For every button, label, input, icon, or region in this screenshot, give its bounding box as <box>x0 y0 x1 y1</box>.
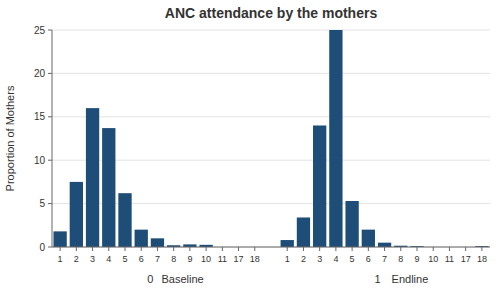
y-tick <box>48 73 52 74</box>
y-tick <box>48 30 52 31</box>
x-tick <box>417 247 418 251</box>
y-tick <box>48 116 52 117</box>
x-tick-label: 5 <box>122 254 127 264</box>
y-ticks: 0 5 10 15 20 25 <box>34 25 52 253</box>
x-tick-label: 11 <box>218 254 227 264</box>
bar <box>378 243 391 247</box>
x-tick-label: 3 <box>90 254 95 264</box>
x-tick-label: 1 <box>58 254 63 264</box>
x-tick-label: 9 <box>187 254 192 264</box>
bar <box>86 108 99 247</box>
x-axis-line <box>52 247 490 248</box>
x-tick <box>449 247 450 251</box>
y-tick <box>48 247 52 248</box>
chart-container: 0510152025123456789101117181234567891011… <box>0 0 500 297</box>
x-tick <box>433 247 434 251</box>
x-tick-label: 6 <box>139 254 144 264</box>
x-tick <box>352 247 353 251</box>
x-tick-label: 4 <box>106 254 111 264</box>
y-tick-label: 25 <box>34 25 46 36</box>
x-tick <box>254 247 255 251</box>
bar <box>102 128 115 247</box>
x-tick-label: 8 <box>398 254 403 264</box>
grid-line <box>52 247 490 248</box>
bar <box>297 217 310 247</box>
group-label: 0 <box>147 273 153 285</box>
x-tick-label: 10 <box>201 254 211 264</box>
bar <box>313 125 326 247</box>
x-tick-label: 10 <box>428 254 438 264</box>
x-tick-label: 18 <box>250 254 260 264</box>
x-tick <box>76 247 77 251</box>
x-tick <box>368 247 369 251</box>
x-tick-label: 5 <box>350 254 355 264</box>
x-tick-label: 17 <box>461 254 471 264</box>
grid-line <box>52 73 490 74</box>
bar <box>362 230 375 247</box>
x-tick-label: 1 <box>285 254 290 264</box>
x-tick-label: 8 <box>171 254 176 264</box>
x-tick <box>60 247 61 251</box>
bar <box>151 238 164 247</box>
x-tick <box>384 247 385 251</box>
x-tick-label: 2 <box>301 254 306 264</box>
bar <box>329 30 342 247</box>
bar <box>70 182 83 247</box>
x-tick <box>206 247 207 251</box>
group-sublabel: Baseline <box>161 273 203 285</box>
x-tick-label: 17 <box>234 254 244 264</box>
x-tick <box>157 247 158 251</box>
group-labels: 0 Baseline 1 Endline <box>147 273 428 285</box>
x-tick-label: 9 <box>414 254 419 264</box>
bar <box>53 231 66 247</box>
bar <box>345 201 358 247</box>
x-tick-label: 6 <box>366 254 371 264</box>
bars <box>53 30 488 247</box>
grid-line <box>52 116 490 117</box>
y-axis-label: Proportion of Mothers <box>4 85 16 191</box>
y-grid <box>52 30 490 247</box>
x-tick-label: 3 <box>317 254 322 264</box>
x-tick <box>238 247 239 251</box>
x-tick <box>189 247 190 251</box>
y-tick <box>48 203 52 204</box>
x-tick <box>481 247 482 251</box>
chart-svg: 0510152025123456789101117181234567891011… <box>0 0 500 297</box>
group-sublabel: Endline <box>389 273 429 285</box>
x-tick-label: 7 <box>382 254 387 264</box>
x-tick <box>141 247 142 251</box>
grid-line <box>52 203 490 204</box>
x-tick-label: 18 <box>477 254 487 264</box>
x-tick <box>465 247 466 251</box>
x-tick <box>108 247 109 251</box>
x-tick <box>287 247 288 251</box>
bar <box>118 193 131 247</box>
y-axis-line <box>52 30 53 247</box>
y-tick-label: 5 <box>39 198 45 209</box>
bar <box>135 230 148 247</box>
y-tick <box>48 160 52 161</box>
y-tick-label: 15 <box>34 111 46 122</box>
y-tick-label: 0 <box>39 242 45 253</box>
x-tick <box>173 247 174 251</box>
x-tick-label: 7 <box>155 254 160 264</box>
x-tick <box>222 247 223 251</box>
x-tick <box>400 247 401 251</box>
x-tick <box>125 247 126 251</box>
y-tick-label: 20 <box>34 68 46 79</box>
x-tick-label: 11 <box>445 254 454 264</box>
x-ticks: 1 2 3 4 5 6 7 8 9 10 11 17 18 1 2 3 4 5 6 7 8 9 10 11 17 18 <box>58 247 487 264</box>
x-tick <box>319 247 320 251</box>
group-label: 1 <box>374 273 380 285</box>
x-tick <box>335 247 336 251</box>
x-tick-label: 4 <box>333 254 338 264</box>
x-tick <box>92 247 93 251</box>
bar <box>281 240 294 247</box>
grid-line <box>52 30 490 31</box>
y-tick-label: 10 <box>34 155 46 166</box>
x-tick-label: 2 <box>74 254 79 264</box>
grid-line <box>52 160 490 161</box>
chart-title: ANC attendance by the mothers <box>165 5 378 21</box>
x-tick <box>303 247 304 251</box>
